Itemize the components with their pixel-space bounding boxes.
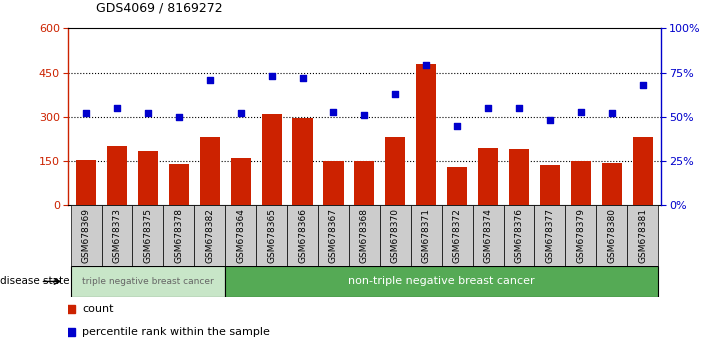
- Text: GSM678370: GSM678370: [391, 208, 400, 263]
- Bar: [230, 158, 251, 205]
- Bar: [262, 114, 282, 205]
- Text: GSM678366: GSM678366: [298, 208, 307, 263]
- Text: GSM678367: GSM678367: [329, 208, 338, 263]
- Text: GSM678378: GSM678378: [174, 208, 183, 263]
- Bar: [442, 205, 473, 266]
- Text: GSM678377: GSM678377: [545, 208, 555, 263]
- Bar: [416, 64, 437, 205]
- Point: [297, 75, 309, 81]
- Point: [235, 110, 247, 116]
- Text: GSM678373: GSM678373: [112, 208, 122, 263]
- Text: GSM678376: GSM678376: [515, 208, 523, 263]
- Point: [112, 105, 123, 111]
- Text: non-triple negative breast cancer: non-triple negative breast cancer: [348, 276, 535, 286]
- Bar: [602, 162, 622, 205]
- Bar: [535, 205, 565, 266]
- Bar: [324, 161, 343, 205]
- Bar: [318, 205, 349, 266]
- Bar: [200, 137, 220, 205]
- Bar: [633, 137, 653, 205]
- Bar: [503, 205, 535, 266]
- Bar: [565, 205, 597, 266]
- Bar: [411, 205, 442, 266]
- Bar: [225, 205, 256, 266]
- Text: GDS4069 / 8169272: GDS4069 / 8169272: [96, 1, 223, 14]
- Bar: [597, 205, 627, 266]
- Text: GSM678372: GSM678372: [453, 208, 461, 263]
- Bar: [138, 151, 158, 205]
- Bar: [287, 205, 318, 266]
- Bar: [509, 149, 529, 205]
- Point: [513, 105, 525, 111]
- Text: GSM678368: GSM678368: [360, 208, 369, 263]
- Text: GSM678380: GSM678380: [607, 208, 616, 263]
- Bar: [385, 137, 405, 205]
- Bar: [169, 164, 189, 205]
- Text: GSM678375: GSM678375: [144, 208, 152, 263]
- Point: [358, 112, 370, 118]
- Bar: [292, 118, 313, 205]
- Point: [80, 110, 92, 116]
- Text: GSM678369: GSM678369: [82, 208, 90, 263]
- Bar: [132, 205, 164, 266]
- Text: triple negative breast cancer: triple negative breast cancer: [82, 277, 214, 286]
- Bar: [473, 205, 503, 266]
- Bar: [256, 205, 287, 266]
- Point: [544, 118, 555, 123]
- Text: GSM678374: GSM678374: [483, 208, 493, 263]
- Point: [451, 123, 463, 129]
- Bar: [380, 205, 411, 266]
- Bar: [354, 161, 375, 205]
- Text: count: count: [82, 304, 114, 314]
- Text: GSM678371: GSM678371: [422, 208, 431, 263]
- Text: GSM678379: GSM678379: [577, 208, 585, 263]
- Bar: [540, 166, 560, 205]
- Point: [575, 109, 587, 114]
- Text: GSM678365: GSM678365: [267, 208, 276, 263]
- Point: [328, 109, 339, 114]
- Bar: [447, 167, 467, 205]
- Bar: [627, 205, 658, 266]
- Point: [390, 91, 401, 97]
- Point: [142, 110, 154, 116]
- Text: GSM678382: GSM678382: [205, 208, 214, 263]
- Bar: [164, 205, 194, 266]
- Bar: [194, 205, 225, 266]
- Text: disease state: disease state: [0, 276, 70, 286]
- Point: [420, 63, 432, 68]
- Text: GSM678381: GSM678381: [638, 208, 647, 263]
- Bar: [70, 205, 102, 266]
- Bar: [478, 148, 498, 205]
- Bar: [349, 205, 380, 266]
- Bar: [76, 160, 96, 205]
- Point: [204, 77, 215, 82]
- Bar: [107, 146, 127, 205]
- Point: [173, 114, 185, 120]
- Bar: [70, 266, 225, 297]
- Point: [637, 82, 648, 88]
- Bar: [225, 266, 658, 297]
- Point: [606, 110, 617, 116]
- Point: [482, 105, 493, 111]
- Bar: [102, 205, 132, 266]
- Point: [266, 73, 277, 79]
- Text: percentile rank within the sample: percentile rank within the sample: [82, 327, 270, 337]
- Text: GSM678364: GSM678364: [236, 208, 245, 263]
- Bar: [571, 161, 591, 205]
